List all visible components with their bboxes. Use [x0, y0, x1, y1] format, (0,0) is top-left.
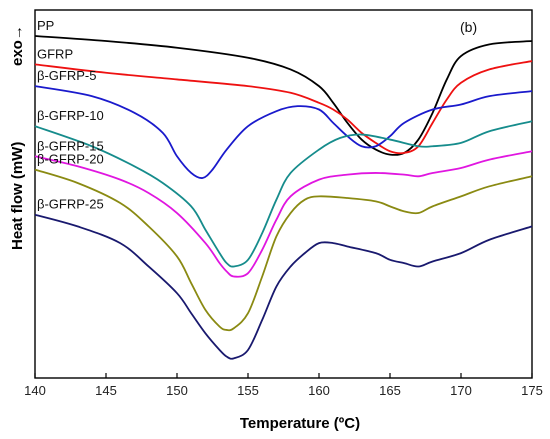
series-label: β-GFRP-25 [37, 197, 104, 212]
x-tick-label: 165 [379, 383, 401, 398]
series-label: GFRP [37, 46, 73, 61]
series-line [34, 213, 533, 360]
series-labels: PPGFRPβ-GFRP-5β-GFRP-10β-GFRP-15β-GFRP-2… [37, 18, 104, 212]
y-axis-title-group: Heat flow (mW) [9, 142, 26, 250]
panel-label: (b) [460, 19, 477, 35]
series-line [34, 60, 533, 155]
y-axis-title: Heat flow (mW) [9, 142, 26, 250]
series-label: β-GFRP-15 [37, 138, 104, 153]
x-tick-label: 140 [24, 383, 46, 398]
series-line [34, 120, 533, 268]
series-label: β-GFRP-20 [37, 152, 104, 167]
series-label: β-GFRP-10 [37, 108, 104, 123]
x-tick-label: 145 [95, 383, 117, 398]
x-axis-title: Temperature (ºC) [240, 415, 360, 432]
y-axis-exo-label: exo→ [9, 25, 26, 66]
x-tick-label: 170 [450, 383, 472, 398]
series-line [34, 35, 533, 156]
series-line [34, 150, 533, 278]
series-label: β-GFRP-5 [37, 68, 96, 83]
series-label: PP [37, 18, 54, 33]
series-line [34, 85, 533, 179]
x-ticks: 140 145 150 155 160 165 170 175 [24, 373, 543, 398]
x-tick-label: 175 [521, 383, 543, 398]
x-tick-label: 160 [308, 383, 330, 398]
plot-frame [34, 9, 533, 379]
series-lines [34, 35, 533, 360]
series-line [34, 168, 533, 332]
x-tick-label: 155 [237, 383, 259, 398]
x-tick-label: 150 [166, 383, 188, 398]
y-axis-exo-group: exo→ [9, 25, 26, 66]
